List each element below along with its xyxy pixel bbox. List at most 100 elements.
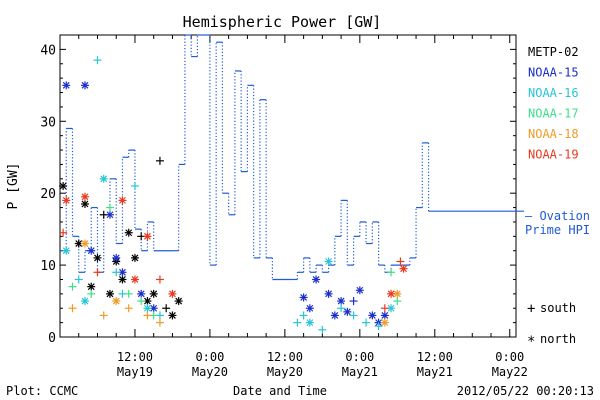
south-point [374,322,383,331]
south-point [387,268,396,277]
x-tick-label: 12:00 [117,350,153,364]
north-point [112,253,121,262]
north-point [355,286,364,295]
north-point [149,289,158,298]
north-point [380,311,389,320]
marker-south-label: south [540,301,576,315]
ovation-label-line1: — Ovation [525,209,590,223]
x-tick-date: May19 [117,365,153,379]
north-point [118,275,127,284]
north-point [62,196,71,205]
y-axis-label: P [GW] [6,163,21,210]
south-point [124,289,133,298]
north-point [118,268,127,277]
legend-entry: NOAA-19 [528,148,579,162]
south-point [396,257,405,266]
south-point [349,311,358,320]
south-point [124,304,133,313]
south-point [380,304,389,313]
footer-right: 2012/05/22 00:20:13 [457,384,594,398]
north-point [324,289,333,298]
north-point [80,239,89,248]
north-point [130,253,139,262]
south-point [393,297,402,306]
x-tick-date: May20 [192,365,228,379]
south-point [74,275,83,284]
south-point [143,311,152,320]
north-point [105,210,114,219]
north-point [299,293,308,302]
south-point [318,325,327,334]
north-point [87,282,96,291]
north-point [80,81,89,90]
x-tick-date: May21 [417,365,453,379]
north-point [143,232,152,241]
north-point [174,297,183,306]
south-point [349,297,358,306]
north-point [168,289,177,298]
x-tick-label: 0:00 [195,350,224,364]
north-point [93,253,102,262]
y-tick-label: 40 [40,43,56,58]
south-point [362,318,371,327]
south-point [93,268,102,277]
south-point [130,182,139,190]
north-point [305,304,314,313]
chart-title: Hemispheric Power [GW] [183,13,382,31]
footer-left: Plot: CCMC [6,384,78,398]
north-point [80,199,89,208]
legend-entry: NOAA-15 [528,66,579,80]
south-point [137,297,146,306]
south-point [87,289,96,298]
marker-south-symbol: + [527,301,535,317]
north-point [62,246,71,255]
north-point [343,307,352,316]
north-point [330,311,339,320]
x-axis-ticks: 12:00May190:00May2012:00May200:00May2112… [78,35,528,379]
north-point [130,275,139,284]
x-tick-date: May20 [267,365,303,379]
south-point [99,311,108,320]
north-point [137,289,146,298]
north-point [324,257,333,266]
legend-entry: METP-02 [528,45,579,59]
marker-north-symbol: * [527,334,535,350]
marker-north-label: north [540,332,576,346]
south-point [112,268,121,277]
north-point [149,304,158,313]
north-point [305,318,314,327]
x-axis-label: Date and Time [233,384,327,398]
y-tick-label: 10 [40,259,56,274]
north-point [62,81,71,90]
x-tick-label: 12:00 [267,350,303,364]
legend-entry: NOAA-18 [528,127,579,141]
north-point [59,182,68,190]
north-point [80,192,89,201]
x-tick-label: 0:00 [345,350,374,364]
ovation-series [60,34,524,281]
south-point [59,228,68,237]
legend-entry: NOAA-17 [528,107,579,121]
north-point [387,289,396,298]
north-point [168,311,177,320]
north-point [143,304,152,313]
x-tick-date: May22 [492,365,528,379]
north-point [380,318,389,327]
south-point [68,282,77,291]
y-tick-label: 30 [40,115,56,130]
south-point [337,304,346,313]
south-point [93,56,102,65]
x-tick-label: 0:00 [495,350,524,364]
south-point [105,203,114,212]
south-point [293,318,302,327]
legend: METP-02 NOAA-15 NOAA-16 NOAA-17 NOAA-18 NOAA-… [528,45,579,162]
satellite-points [59,56,408,334]
south-point [155,275,164,284]
north-point [118,196,127,205]
south-point [68,304,77,313]
x-tick-date: May21 [342,365,378,379]
south-point [155,318,164,327]
north-point [105,289,114,298]
north-point [112,297,121,306]
